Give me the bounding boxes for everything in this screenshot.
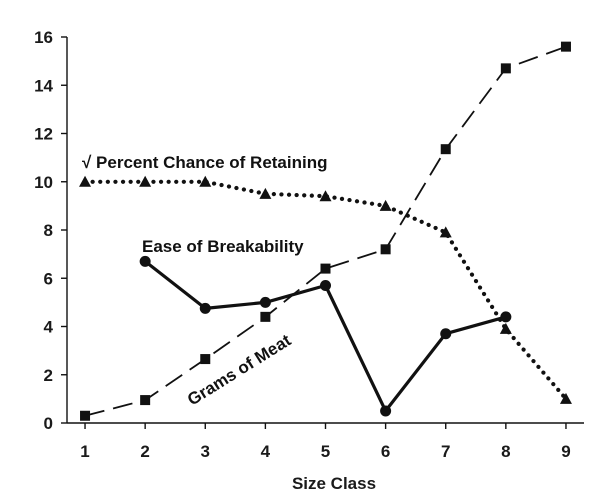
series-label-ease-of-breakability: Ease of Breakability — [142, 237, 304, 256]
y-tick-label: 0 — [44, 414, 53, 433]
series-label-percent-chance: √ Percent Chance of Retaining — [82, 153, 328, 172]
x-tick-label: 7 — [441, 442, 450, 461]
data-point-triangle — [499, 322, 512, 334]
data-point-square — [440, 144, 451, 155]
data-point-circle — [259, 296, 271, 308]
annotations: √ Percent Chance of Retaining Ease of Br… — [82, 153, 328, 409]
x-axis-label: Size Class — [292, 474, 376, 493]
y-tick-label: 8 — [44, 221, 53, 240]
series-1 — [79, 175, 572, 404]
y-tick-label: 12 — [34, 125, 53, 144]
data-point-triangle — [259, 187, 272, 199]
y-tick-label: 14 — [34, 76, 53, 95]
data-point-square — [320, 263, 331, 274]
data-point-triangle — [379, 199, 392, 211]
data-point-square — [200, 354, 211, 365]
data-point-triangle — [319, 190, 332, 202]
y-tick-label: 16 — [34, 28, 53, 47]
series-0 — [80, 41, 571, 421]
x-tick-label: 8 — [501, 442, 510, 461]
x-tick-label: 2 — [140, 442, 149, 461]
data-point-square — [80, 410, 91, 421]
data-point-triangle — [439, 226, 452, 238]
series-2 — [139, 255, 512, 417]
data-point-circle — [440, 328, 452, 340]
data-point-circle — [320, 279, 331, 291]
y-tick-label: 6 — [44, 269, 53, 288]
data-point-triangle — [199, 175, 212, 187]
x-tick-label: 3 — [201, 442, 210, 461]
x-tick-label: 1 — [80, 442, 89, 461]
y-tick-label: 2 — [44, 366, 53, 385]
data-point-square — [560, 41, 571, 52]
data-point-square — [260, 311, 271, 322]
data-point-square — [140, 395, 151, 406]
data-point-triangle — [79, 175, 92, 187]
x-tick-label: 4 — [261, 442, 271, 461]
data-point-triangle — [559, 392, 572, 404]
y-tick-label: 4 — [44, 318, 54, 337]
data-point-circle — [380, 405, 392, 417]
data-point-square — [500, 63, 511, 74]
data-point-square — [380, 244, 391, 255]
data-point-circle — [139, 255, 151, 267]
x-tick-label: 9 — [561, 442, 570, 461]
data-point-triangle — [139, 175, 152, 187]
x-tick-label: 6 — [381, 442, 390, 461]
data-point-circle — [199, 302, 211, 314]
y-tick-label: 10 — [34, 173, 53, 192]
series-label-grams-of-meat: Grams of Meat — [184, 331, 294, 410]
x-tick-label: 5 — [321, 442, 330, 461]
data-point-circle — [500, 311, 512, 323]
series-line — [84, 45, 567, 417]
series-layer — [79, 41, 572, 421]
